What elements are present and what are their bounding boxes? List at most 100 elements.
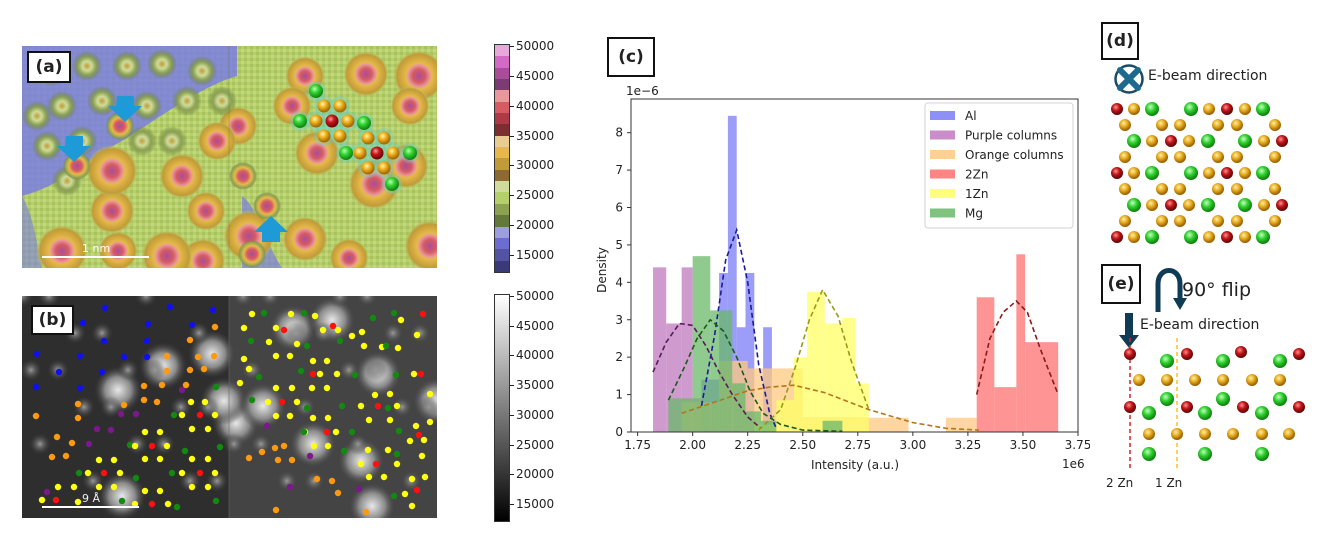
a-colorbar-tick: 30000 (509, 158, 555, 173)
column-glow (329, 296, 351, 307)
intensity-blob (197, 121, 237, 161)
column-glow (73, 396, 95, 418)
panel-d-structure (1111, 102, 1288, 244)
column-glow (365, 359, 387, 381)
zn-single-atom (1227, 428, 1239, 440)
zn1-column-dot (141, 487, 149, 495)
zn1-column-dot (74, 498, 82, 506)
zn-single-atom (1161, 374, 1173, 386)
mg-atom (1184, 166, 1198, 180)
zn-single-atom (1133, 374, 1145, 386)
intensity-blob (390, 86, 430, 126)
zn1-column-dot (384, 446, 392, 454)
zn-single-atom (1269, 215, 1281, 227)
mg-atom (293, 114, 307, 128)
zn1-column-dot (211, 469, 219, 477)
orange-column-dot (74, 400, 82, 408)
zn-single-atom (1174, 183, 1186, 195)
zn1-column-dot (323, 384, 331, 392)
intensity-blob (141, 230, 193, 268)
mg-atom (1145, 102, 1159, 116)
purple-column-dot (263, 422, 271, 430)
zn2-column-dot (280, 326, 288, 334)
intensity-blob (229, 162, 257, 190)
legend-swatch (930, 111, 955, 120)
orange-column-dot (163, 352, 171, 360)
zn1-column-dot (201, 398, 209, 406)
zn-atom-single (317, 129, 331, 143)
zn1-column-dot (365, 473, 373, 481)
mg-column-dot (390, 309, 398, 317)
mg-column-dot (170, 411, 178, 419)
zn1-column-dot (348, 332, 356, 340)
zn-single-atom (1171, 428, 1183, 440)
mg-atom (1273, 392, 1287, 406)
histogram-bar-1zn (824, 323, 843, 432)
mg-atom (357, 116, 371, 130)
histogram-bar-mg (710, 310, 720, 432)
zn1-column-dot (187, 398, 195, 406)
zn-single-atom (1239, 167, 1251, 179)
zn1-column-dot (380, 473, 388, 481)
colorbar-segment (495, 192, 509, 204)
zn-double-atom (1237, 401, 1249, 413)
al-column-dot (76, 352, 84, 360)
mg-column-dot (393, 450, 401, 458)
al-column-dot (79, 319, 87, 327)
zn-single-atom (1174, 119, 1186, 131)
zn1-column-dot (286, 352, 294, 360)
panel-e-label: (e) (1101, 264, 1141, 304)
zn1-column-dot (116, 469, 124, 477)
colorbar-segment (495, 215, 509, 227)
zn1-column-dot (95, 483, 103, 491)
panel-d-label: (d) (1101, 22, 1139, 60)
mg-column-dot (132, 474, 140, 482)
zn1-column-dot (413, 331, 421, 339)
zn-double-atom (1111, 167, 1123, 179)
mg-column-dot (303, 404, 311, 412)
orange-column-dot (48, 453, 56, 461)
zn-single-atom (1231, 151, 1243, 163)
intensity-blob (32, 131, 62, 161)
purple-column-dot (117, 410, 125, 418)
zn1-column-dot (163, 442, 171, 450)
column-glow (29, 433, 51, 455)
al-column-dot (101, 304, 109, 312)
column-glow (135, 296, 157, 307)
panel-b: (b) 9 Å (22, 296, 437, 518)
y-tick-label: 8 (615, 126, 623, 140)
zn1-column-dot (287, 310, 295, 318)
zn1-column-dot (324, 442, 332, 450)
zn1-column-dot (421, 473, 429, 481)
zn-atom-single (333, 99, 347, 113)
zn-single-atom (1156, 151, 1168, 163)
zn1-column-dot (188, 455, 196, 463)
zn-double-atom (1276, 199, 1288, 211)
zn1-column-dot (95, 456, 103, 464)
zn-single-atom (1174, 151, 1186, 163)
zn1-column-dot (397, 316, 405, 324)
mg-column-dot (300, 309, 308, 317)
purple-column-dot (43, 488, 51, 496)
colorbar-segment (495, 169, 509, 182)
zn1-column-dot (156, 428, 164, 436)
zn-atom-single (386, 146, 400, 160)
column-glow (100, 396, 122, 418)
mg-atom (385, 177, 399, 191)
y-tick-label: 5 (615, 238, 623, 252)
mg-atom (1160, 354, 1174, 368)
column-glow (250, 433, 272, 455)
mg-atom (1238, 198, 1252, 212)
zn1-column-dot (272, 412, 280, 420)
zn1-column-dot (265, 338, 273, 346)
mg-atom (1142, 406, 1156, 420)
mg-atom (339, 146, 353, 160)
beam-into-page-icon (1114, 64, 1144, 94)
zn1-column-dot (204, 483, 212, 491)
column-glow (239, 382, 287, 430)
column-glow (232, 296, 254, 307)
zn2-column-dot (419, 310, 427, 318)
zn1-column-dot (360, 342, 368, 350)
zn-atom-single (353, 146, 367, 160)
colorbar-segment (495, 249, 509, 261)
